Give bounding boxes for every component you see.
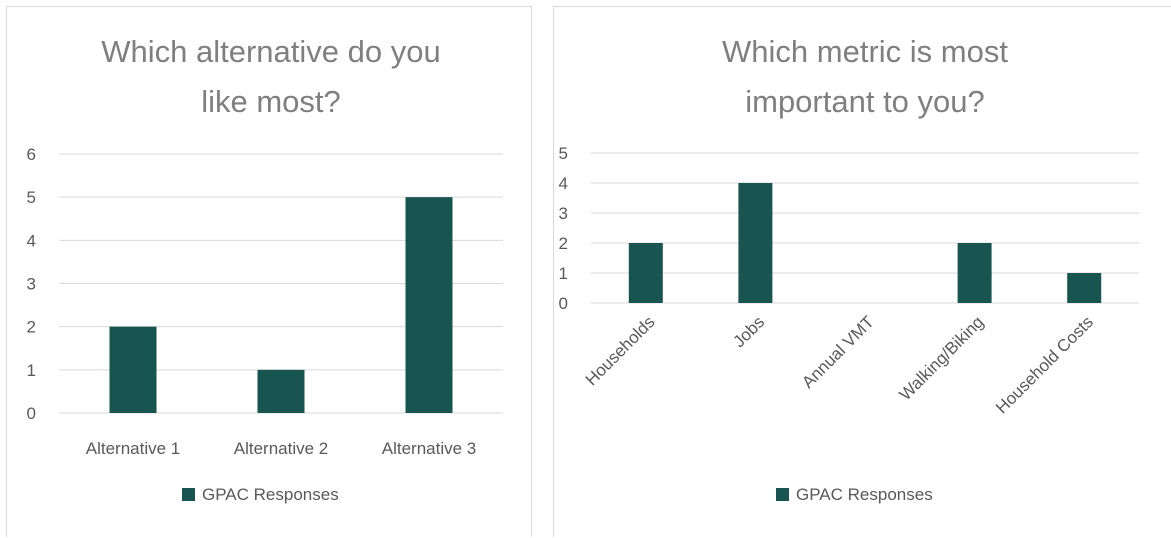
bar-jobs (738, 183, 773, 303)
y-tick-label-1: 1 (27, 361, 36, 380)
legend-label: GPAC Responses (796, 485, 933, 504)
chart-metrics: Which metric is most important to you? 0 1 2… (559, 34, 1139, 504)
y-tick-label-3: 3 (27, 275, 36, 294)
chart-panel-alternatives: Which alternative do you like most? 0 1 2 3 4 5… (6, 6, 532, 537)
y-tick-label-4: 4 (27, 231, 36, 250)
legend-label: GPAC Responses (202, 485, 339, 504)
category-label-annual-vmt: Annual VMT (798, 312, 878, 392)
bar-walking-biking (957, 243, 992, 303)
bar-household-costs (1067, 273, 1102, 303)
bar-alternative-2 (257, 369, 305, 413)
category-label-jobs: Jobs (729, 312, 768, 351)
chart-panel-metrics: Which metric is most important to you? 0 1 2… (553, 6, 1171, 537)
chart-title-line-2: important to you? (745, 84, 985, 119)
legend-swatch (776, 488, 789, 501)
y-tick-label-2: 2 (27, 318, 36, 337)
y-tick-label-3: 3 (559, 204, 568, 223)
chart-title-line-2: like most? (201, 84, 341, 119)
y-tick-label-4: 4 (559, 174, 568, 193)
legend-swatch (182, 488, 195, 501)
y-tick-label-0: 0 (27, 404, 36, 423)
category-label-alternative-2: Alternative 2 (234, 439, 329, 458)
category-label-alternative-3: Alternative 3 (382, 439, 477, 458)
y-tick-label-0: 0 (559, 294, 568, 313)
category-label-alternative-1: Alternative 1 (86, 439, 181, 458)
y-tick-label-6: 6 (27, 145, 36, 164)
chart-alternatives: Which alternative do you like most? 0 1 2 3 4 5… (27, 34, 503, 504)
category-label-households: Households (582, 312, 659, 389)
chart-title-line-1: Which metric is most (722, 34, 1008, 69)
bar-alternative-1 (109, 326, 157, 413)
y-tick-label-5: 5 (559, 144, 568, 163)
category-label-household-costs: Household Costs (992, 312, 1097, 417)
y-tick-label-1: 1 (559, 264, 568, 283)
chart-title-line-1: Which alternative do you (101, 34, 440, 69)
y-tick-label-5: 5 (27, 188, 36, 207)
y-tick-label-2: 2 (559, 234, 568, 253)
bar-households (628, 243, 663, 303)
bar-alternative-3 (405, 197, 453, 413)
category-label-walking-biking: Walking/Biking (896, 312, 988, 404)
